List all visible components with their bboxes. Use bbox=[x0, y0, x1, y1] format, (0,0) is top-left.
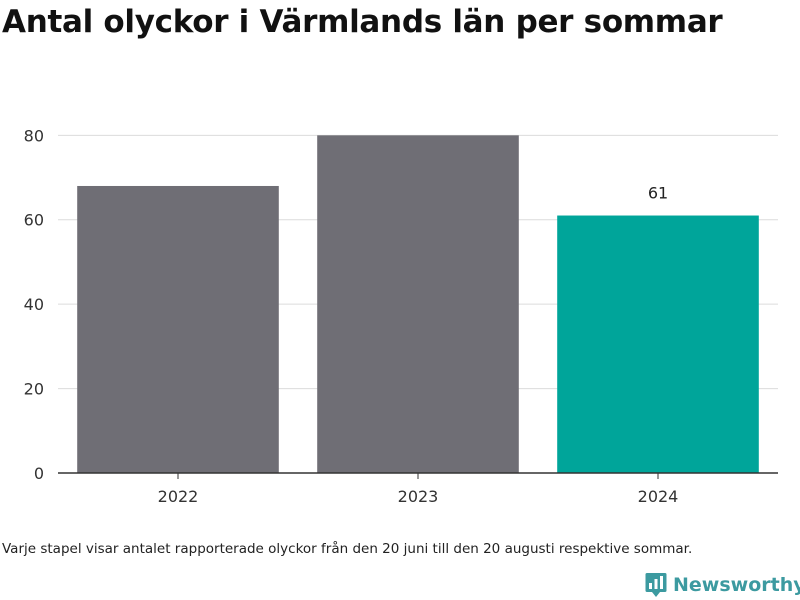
labels: 0 20 40 60 80 2022 2023 2024 61 bbox=[24, 126, 679, 506]
x-tick-label: 2024 bbox=[638, 487, 679, 506]
footnote: Varje stapel visar antalet rapporterade … bbox=[2, 541, 693, 557]
bar-2022[interactable] bbox=[77, 185, 279, 473]
bars bbox=[77, 135, 759, 474]
y-tick-label: 0 bbox=[34, 464, 44, 483]
y-tick-label: 20 bbox=[24, 380, 44, 399]
chart-title: Antal olyckor i Värmlands län per sommar bbox=[2, 4, 723, 40]
y-tick-label: 40 bbox=[24, 295, 44, 314]
brand-name: Newsworthy bbox=[673, 574, 800, 596]
bar-chart: 0 20 40 60 80 2022 2023 2024 61 bbox=[24, 126, 778, 506]
y-tick-label: 80 bbox=[24, 126, 44, 145]
newsworthy-logo-icon bbox=[645, 573, 667, 597]
brand-logo[interactable]: Newsworthy bbox=[645, 570, 800, 600]
x-tick-label: 2023 bbox=[398, 487, 439, 506]
bar-2024[interactable] bbox=[557, 215, 759, 473]
y-tick-label: 60 bbox=[24, 211, 44, 230]
data-label: 61 bbox=[648, 184, 668, 203]
axes bbox=[58, 472, 778, 479]
x-tick-label: 2022 bbox=[158, 487, 199, 506]
bar-2023[interactable] bbox=[317, 135, 519, 474]
